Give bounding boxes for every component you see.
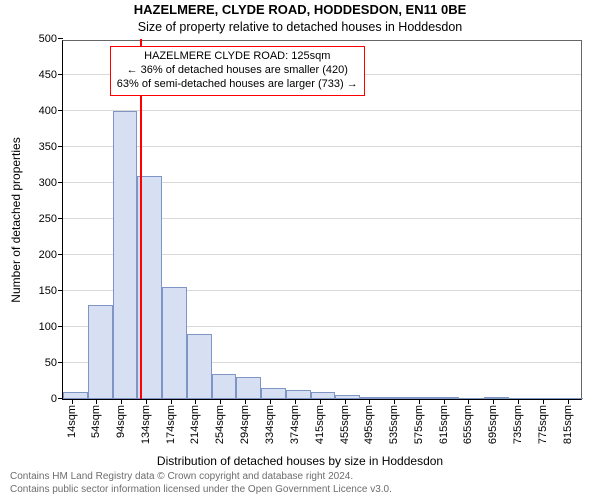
x-tick-mark	[345, 399, 346, 404]
x-tick-mark	[270, 399, 271, 404]
x-axis-label: Distribution of detached houses by size …	[0, 454, 600, 468]
histogram-bar	[335, 395, 360, 399]
chart-title: HAZELMERE, CLYDE ROAD, HODDESDON, EN11 0…	[0, 2, 600, 17]
histogram-bar	[484, 397, 509, 399]
x-tick-label: 815sqm	[562, 405, 574, 444]
annotation-line: 63% of semi-detached houses are larger (…	[117, 78, 358, 92]
y-tick-mark	[58, 146, 63, 147]
attribution-footer: Contains HM Land Registry data © Crown c…	[10, 471, 392, 496]
x-tick-label: 54sqm	[90, 405, 102, 438]
histogram-bar	[286, 390, 311, 399]
annotation-line: ← 36% of detached houses are smaller (42…	[117, 64, 358, 78]
x-tick-label: 575sqm	[413, 405, 425, 444]
x-tick-mark	[518, 399, 519, 404]
y-tick-label: 100	[39, 321, 57, 333]
x-tick-label: 455sqm	[339, 405, 351, 444]
histogram-bar	[533, 398, 558, 399]
x-tick-mark	[220, 399, 221, 404]
histogram-bar	[360, 397, 385, 399]
histogram-bar	[236, 377, 261, 399]
x-tick-mark	[146, 399, 147, 404]
y-tick-label: 400	[39, 105, 57, 117]
y-tick-mark	[58, 290, 63, 291]
histogram-bar	[558, 398, 583, 399]
histogram-bar	[509, 398, 534, 399]
y-tick-label: 250	[39, 213, 57, 225]
histogram-bar	[261, 388, 286, 399]
x-tick-mark	[444, 399, 445, 404]
x-tick-label: 615sqm	[438, 405, 450, 444]
x-tick-mark	[543, 399, 544, 404]
x-tick-label: 334sqm	[264, 405, 276, 444]
y-tick-mark	[58, 362, 63, 363]
x-tick-mark	[72, 399, 73, 404]
histogram-bar	[434, 397, 459, 399]
annotation-box: HAZELMERE CLYDE ROAD: 125sqm← 36% of det…	[110, 46, 365, 95]
y-tick-mark	[58, 254, 63, 255]
histogram-bar	[113, 111, 138, 399]
x-tick-label: 14sqm	[66, 405, 78, 438]
y-tick-label: 200	[39, 249, 57, 261]
x-tick-label: 415sqm	[314, 405, 326, 444]
histogram-bar	[311, 392, 336, 399]
x-tick-label: 775sqm	[537, 405, 549, 444]
x-tick-mark	[245, 399, 246, 404]
chart-container: HAZELMERE, CLYDE ROAD, HODDESDON, EN11 0…	[0, 0, 600, 500]
histogram-bar	[385, 397, 410, 399]
y-tick-mark	[58, 182, 63, 183]
y-tick-label: 50	[45, 357, 57, 369]
y-tick-label: 0	[51, 393, 57, 405]
x-tick-label: 695sqm	[487, 405, 499, 444]
y-tick-label: 500	[39, 33, 57, 45]
x-tick-label: 254sqm	[214, 405, 226, 444]
y-tick-label: 350	[39, 141, 57, 153]
histogram-bar	[63, 392, 88, 399]
x-tick-label: 535sqm	[388, 405, 400, 444]
y-tick-mark	[58, 74, 63, 75]
y-tick-mark	[58, 218, 63, 219]
x-tick-mark	[195, 399, 196, 404]
x-tick-label: 94sqm	[115, 405, 127, 438]
histogram-bar	[212, 374, 237, 399]
x-tick-mark	[419, 399, 420, 404]
x-tick-label: 294sqm	[239, 405, 251, 444]
x-tick-mark	[568, 399, 569, 404]
histogram-bar	[410, 397, 435, 399]
x-tick-label: 495sqm	[363, 405, 375, 444]
y-tick-label: 150	[39, 285, 57, 297]
plot-area: 05010015020025030035040045050014sqm54sqm…	[62, 40, 582, 400]
x-tick-mark	[96, 399, 97, 404]
chart-subtitle: Size of property relative to detached ho…	[0, 20, 600, 34]
y-tick-mark	[58, 110, 63, 111]
y-tick-label: 300	[39, 177, 57, 189]
x-tick-label: 735sqm	[512, 405, 524, 444]
x-tick-mark	[394, 399, 395, 404]
histogram-bar	[187, 334, 212, 399]
y-tick-mark	[58, 38, 63, 39]
x-tick-mark	[320, 399, 321, 404]
x-tick-mark	[369, 399, 370, 404]
footer-line-2: Contains public sector information licen…	[10, 484, 392, 497]
y-axis-label: Number of detached properties	[9, 137, 23, 302]
x-tick-label: 174sqm	[165, 405, 177, 444]
x-tick-mark	[171, 399, 172, 404]
x-tick-mark	[121, 399, 122, 404]
x-tick-label: 374sqm	[289, 405, 301, 444]
x-tick-label: 134sqm	[140, 405, 152, 444]
footer-line-1: Contains HM Land Registry data © Crown c…	[10, 471, 392, 484]
y-tick-label: 450	[39, 69, 57, 81]
histogram-bar	[88, 305, 113, 399]
x-tick-mark	[468, 399, 469, 404]
y-tick-mark	[58, 326, 63, 327]
histogram-bar	[459, 398, 484, 399]
annotation-line: HAZELMERE CLYDE ROAD: 125sqm	[117, 50, 358, 64]
x-tick-label: 655sqm	[462, 405, 474, 444]
histogram-bar	[162, 287, 187, 399]
x-tick-mark	[493, 399, 494, 404]
x-tick-label: 214sqm	[189, 405, 201, 444]
x-tick-mark	[295, 399, 296, 404]
